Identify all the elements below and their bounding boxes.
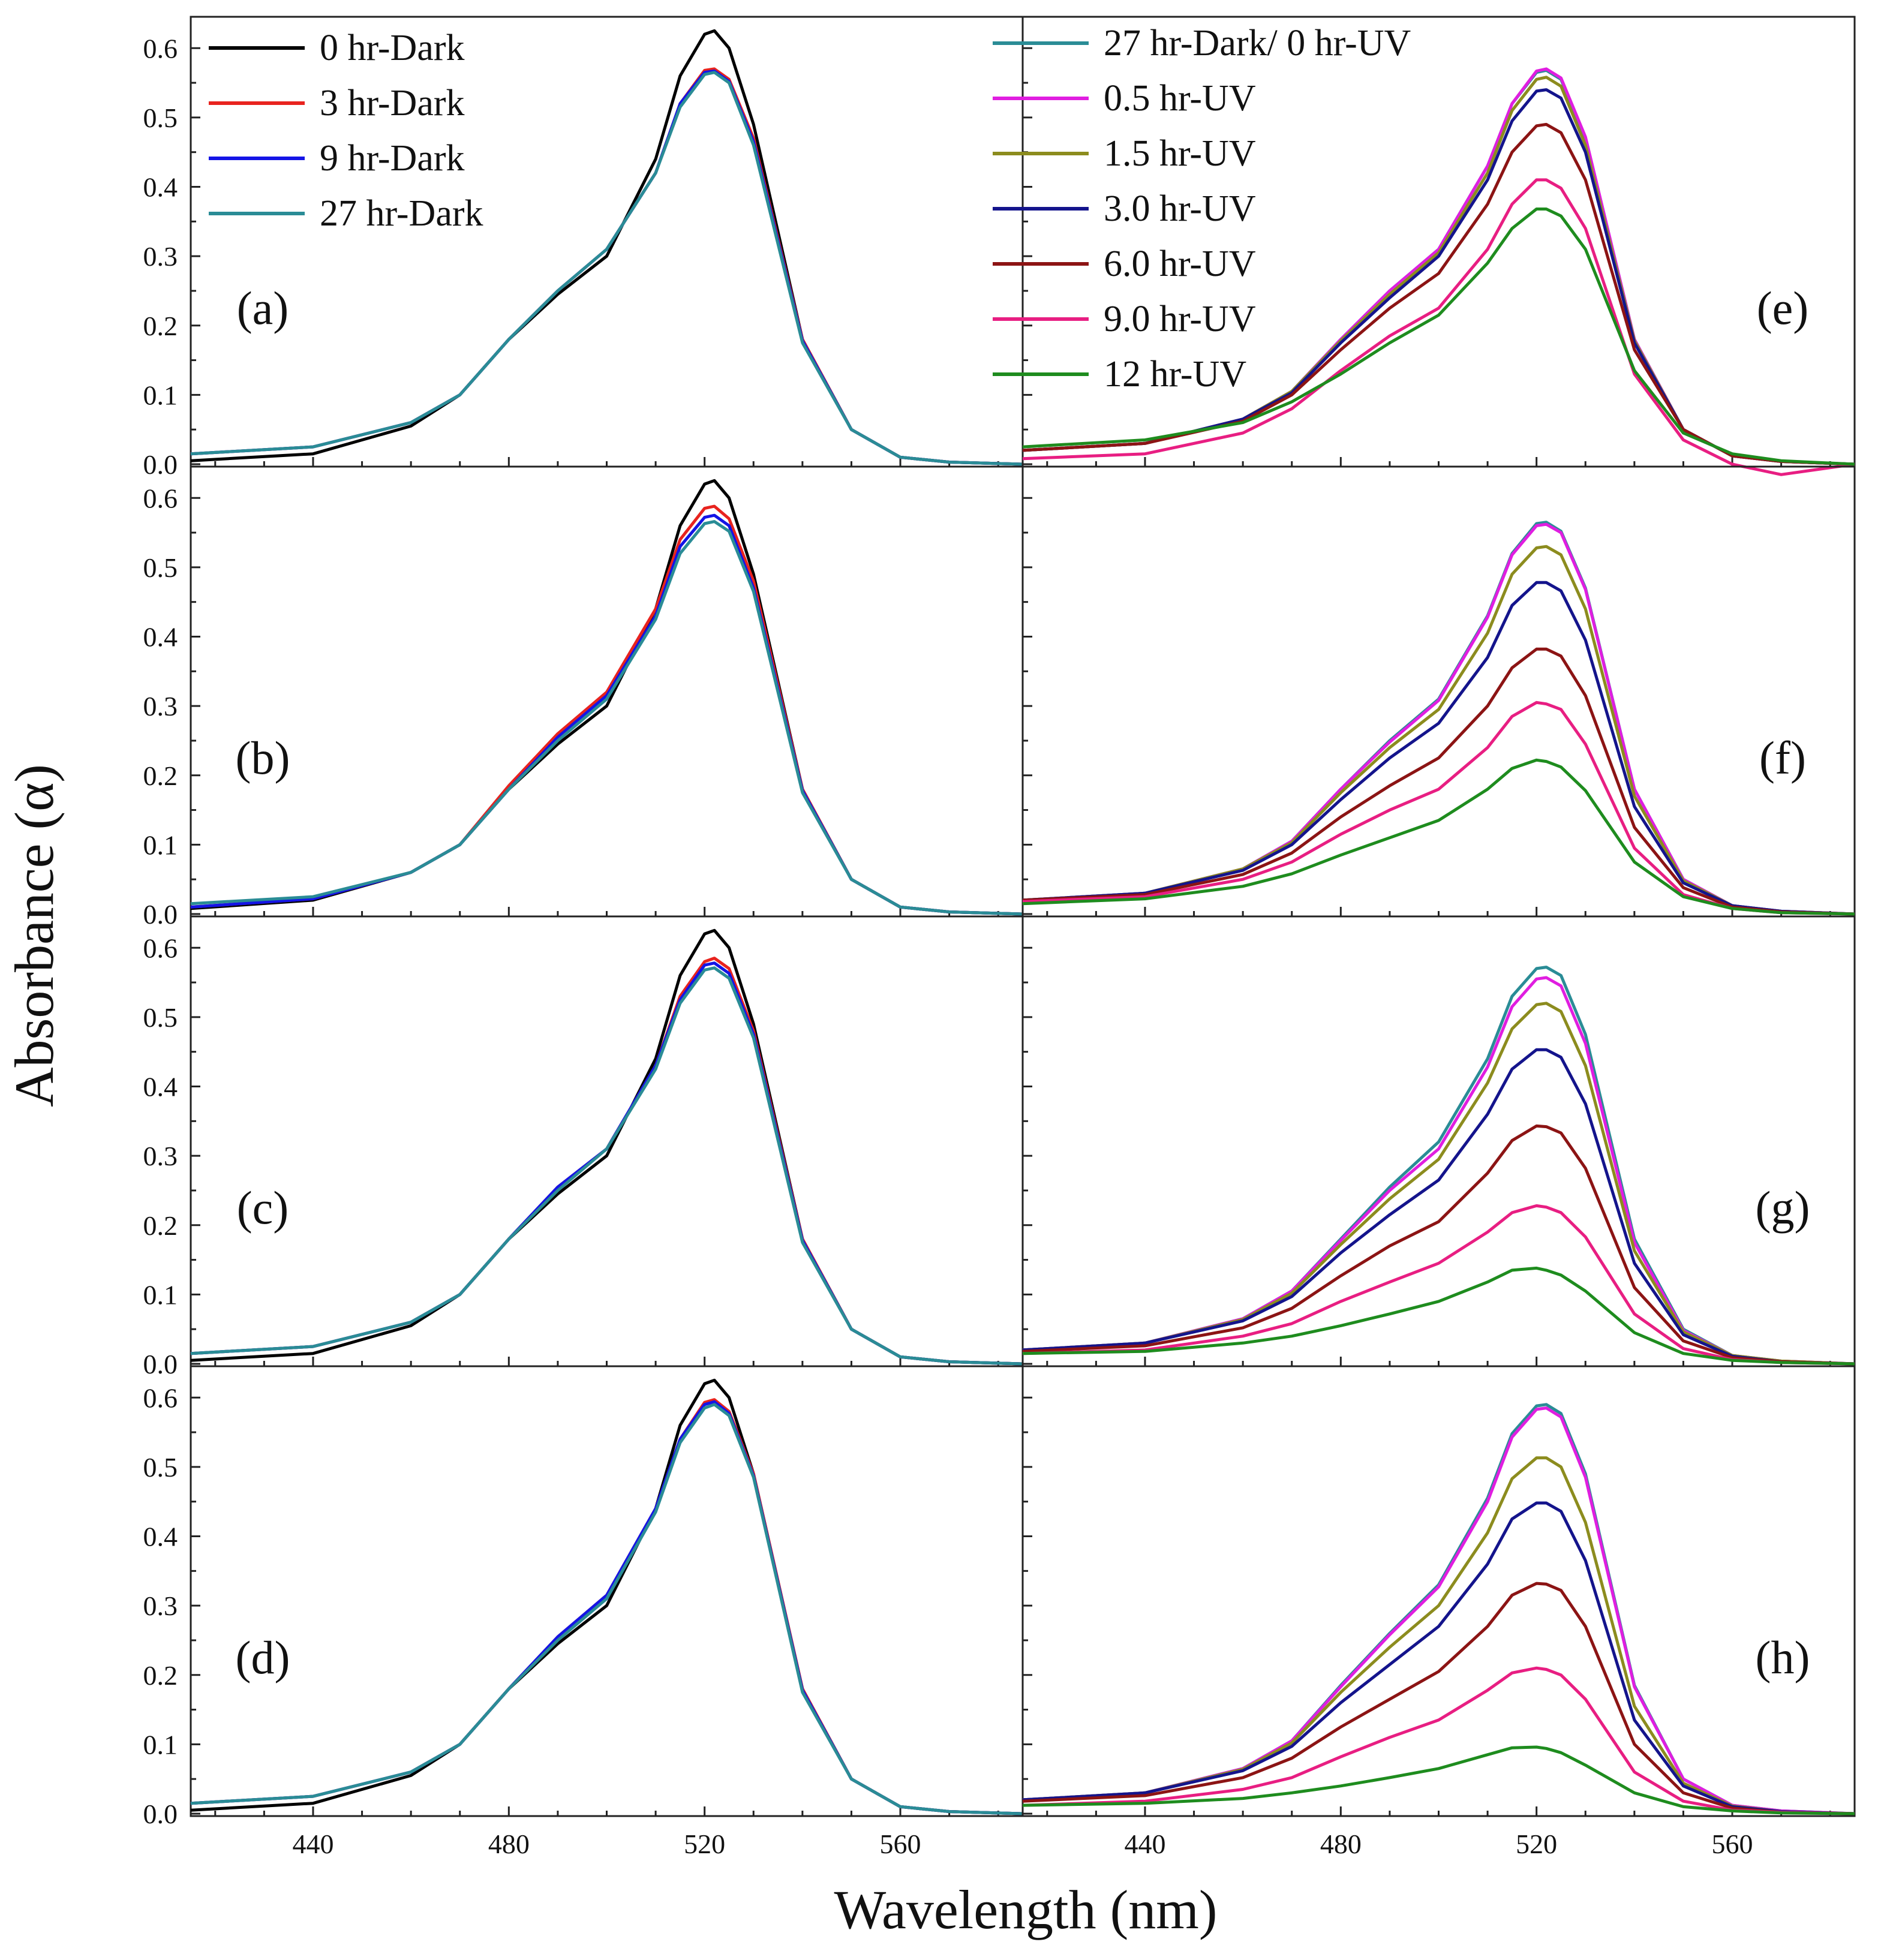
y-tick-label: 0.5: [143, 552, 178, 583]
y-tick-label: 0.0: [143, 449, 178, 480]
panel-label: (d): [236, 1631, 290, 1684]
y-tick-label: 0.1: [143, 1279, 178, 1310]
y-tick-label: 0.3: [143, 241, 178, 272]
y-tick-label: 0.2: [143, 1660, 178, 1691]
panel-d: 0.0 0.1 0.2 0.3 0.4 0.5 0.6 440 480 520 560 (d): [143, 1365, 1024, 1859]
y-tick-label: 0.0: [143, 899, 178, 930]
panel-label: (b): [236, 732, 290, 784]
x-tick-label: 560: [1712, 1829, 1753, 1859]
y-tick-label: 0.1: [143, 829, 178, 860]
y-tick-label: 0.0: [143, 1799, 178, 1829]
series-line-6-0-hr-uv: [1022, 122, 1855, 466]
y-tick-label: 0.6: [143, 483, 178, 513]
series-line-12-hr-uv: [1022, 1745, 1855, 1815]
y-tick-label: 0.5: [143, 1452, 178, 1483]
y-tick-label: 0.5: [143, 1002, 178, 1033]
series-line-27-hr-dark: [190, 966, 1023, 1366]
series-line-27-hr-dark: [190, 71, 1023, 466]
y-tick-label: 0.5: [143, 103, 178, 133]
y-tick-label: 0.2: [143, 1210, 178, 1241]
panel-h: 440 480 520 560 (h): [1021, 1365, 1856, 1859]
x-tick-label: 480: [488, 1829, 530, 1859]
panel-label: (h): [1756, 1631, 1810, 1684]
y-tick-label: 0.4: [143, 172, 178, 203]
legend-label-0-hr-dark: 0 hr-Dark: [320, 28, 465, 68]
y-tick-label: 0.1: [143, 1729, 178, 1760]
legend-uv: 27 hr-Dark/ 0 hr-UV 0.5 hr-UV 1.5 hr-UV 3.0…: [993, 23, 1411, 395]
legend-label-3-hr-dark: 3 hr-Dark: [320, 83, 465, 124]
x-tick-label: 520: [1516, 1829, 1557, 1859]
panel-label: (g): [1756, 1182, 1810, 1234]
series-line-6-0-hr-uv: [1022, 647, 1855, 916]
series-line-27-hr-dark: [190, 1403, 1023, 1815]
legends: 0 hr-Dark 3 hr-Dark 9 hr-Dark 27 hr-Dark 27 …: [209, 23, 1411, 395]
legend-dark: 0 hr-Dark 3 hr-Dark 9 hr-Dark 27 hr-Dark: [209, 28, 483, 234]
y-tick-label: 0.3: [143, 1591, 178, 1621]
y-axis-title: Absorbance (α): [4, 764, 65, 1107]
panel-g: (g): [1021, 915, 1856, 1367]
panel-label: (e): [1757, 282, 1809, 334]
x-tick-label: 440: [1124, 1829, 1165, 1859]
legend-label-12-hr-uv: 12 hr-UV: [1104, 354, 1246, 395]
y-tick-label: 0.4: [143, 1522, 178, 1552]
legend-label-0-5-hr-uv: 0.5 hr-UV: [1104, 78, 1256, 119]
panel-grid: 0.00.10.20.30.40.50.6(a)0.00.10.20.30.40…: [143, 16, 1856, 1859]
legend-label-3-0-hr-uv: 3.0 hr-UV: [1104, 188, 1256, 229]
y-tick-label: 0.6: [143, 1382, 178, 1413]
y-tick-label: 0.2: [143, 311, 178, 341]
legend-label-6-0-hr-uv: 6.0 hr-UV: [1104, 244, 1256, 284]
series-line-3-0-hr-uv: [1022, 581, 1855, 916]
x-tick-label: 520: [684, 1829, 725, 1859]
x-axis-title: Wavelength (nm): [834, 1879, 1218, 1940]
series-line-12-hr-uv: [1022, 758, 1855, 916]
series-line-0-5-hr-uv: [1022, 1406, 1855, 1815]
x-tick-label: 480: [1320, 1829, 1362, 1859]
panel-label: (f): [1759, 732, 1806, 784]
panel-c: 0.0 0.1 0.2 0.3 0.4 0.5 0.6 (c): [143, 915, 1024, 1379]
panel-a: 0.0 0.1 0.2 0.3 0.4 0.5 0.6 (a): [143, 16, 1024, 480]
panel-f: (f): [1021, 465, 1856, 918]
series-line-12-hr-uv: [1022, 208, 1855, 466]
series-line-3-0-hr-uv: [1022, 1501, 1855, 1815]
y-tick-label: 0.3: [143, 691, 178, 722]
series-line-1-5-hr-uv: [1022, 545, 1855, 916]
y-tick-label: 0.2: [143, 760, 178, 791]
series-line-9-0-hr-uv: [1022, 178, 1855, 476]
series-line-9-0-hr-uv: [1022, 1666, 1855, 1815]
y-tick-label: 0.4: [143, 1072, 178, 1102]
series-line-6-0-hr-uv: [1022, 1582, 1855, 1815]
series-line-27-hr-dark: [190, 520, 1023, 916]
x-tick-label: 560: [880, 1829, 921, 1859]
y-tick-label: 0.1: [143, 380, 178, 410]
y-tick-label: 0.4: [143, 622, 178, 653]
legend-label-27-hr-dark-0-hr-uv: 27 hr-Dark/ 0 hr-UV: [1104, 23, 1411, 64]
legend-label-9-0-hr-uv: 9.0 hr-UV: [1104, 299, 1256, 339]
legend-label-27-hr-dark: 27 hr-Dark: [320, 193, 483, 234]
series-line-6-0-hr-uv: [1022, 1124, 1855, 1366]
series-line-3-0-hr-uv: [1022, 1048, 1855, 1366]
series-line-1-5-hr-uv: [1022, 1456, 1855, 1815]
legend-label-1-5-hr-uv: 1.5 hr-UV: [1104, 133, 1256, 174]
series-line-9-0-hr-uv: [1022, 701, 1855, 916]
series-line-1-5-hr-uv: [1022, 1002, 1855, 1366]
panel-label: (a): [237, 282, 289, 334]
legend-label-9-hr-dark: 9 hr-Dark: [320, 138, 465, 179]
panel-label: (c): [237, 1182, 289, 1234]
panel-b: 0.0 0.1 0.2 0.3 0.4 0.5 0.6 (b): [143, 465, 1024, 930]
y-tick-label: 0.6: [143, 933, 178, 963]
series-line-9-0-hr-uv: [1022, 1204, 1855, 1366]
y-tick-label: 0.3: [143, 1141, 178, 1171]
x-tick-label: 440: [292, 1829, 333, 1859]
y-tick-label: 0.0: [143, 1349, 178, 1379]
series-line-12-hr-uv: [1022, 1266, 1855, 1366]
y-tick-label: 0.6: [143, 33, 178, 64]
